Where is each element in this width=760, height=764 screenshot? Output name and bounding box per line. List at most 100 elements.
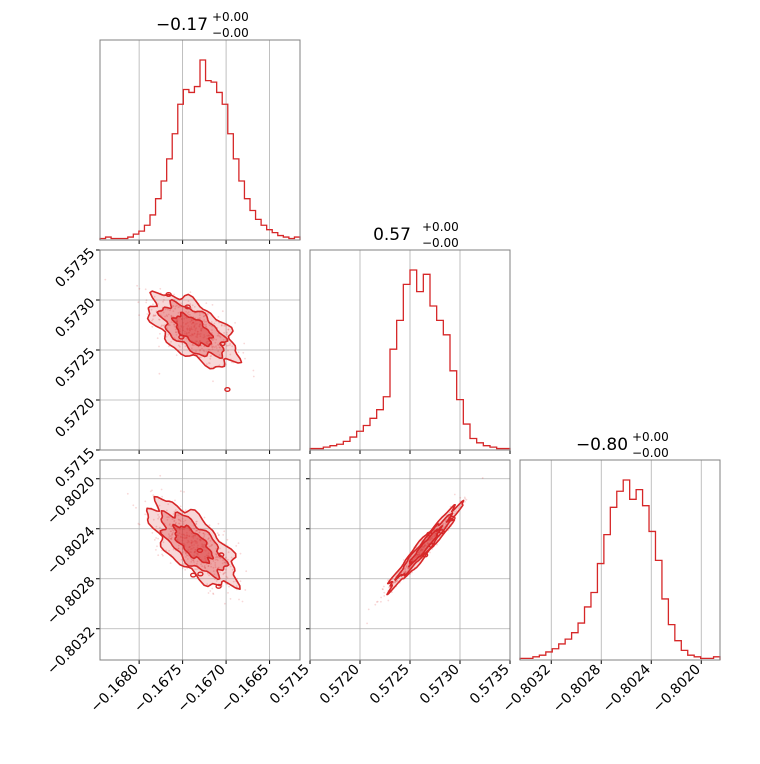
- scatter-0-2-point: [178, 532, 181, 535]
- scatter-0-1-point: [195, 335, 198, 338]
- scatter-0-1-point: [227, 328, 230, 331]
- scatter-0-1-point: [206, 340, 209, 343]
- scatter-0-1-point: [162, 324, 165, 327]
- scatter-0-2-point: [182, 520, 185, 523]
- scatter-0-2-point: [168, 524, 171, 526]
- scatter-1-2-point: [402, 571, 405, 574]
- scatter-0-2-point: [221, 585, 224, 587]
- scatter-0-2-point: [198, 531, 201, 534]
- scatter-0-2-point: [217, 534, 220, 536]
- scatter-0-2-point: [184, 568, 187, 571]
- scatter-0-1-point: [202, 315, 205, 318]
- scatter-1-2-point: [427, 542, 429, 544]
- scatter-0-2-point: [210, 565, 213, 568]
- scatter-0-1-point: [186, 332, 188, 335]
- scatter-0-1-point: [188, 327, 191, 330]
- scatter-0-2-point: [200, 563, 202, 566]
- scatter-0-2-point: [159, 526, 161, 529]
- scatter-0-2-point: [207, 565, 210, 567]
- scatter-0-2-point: [207, 554, 210, 557]
- scatter-0-1-point: [191, 322, 194, 324]
- scatter-0-2-point: [168, 528, 171, 530]
- scatter-0-2-point: [210, 545, 212, 547]
- scatter-0-2-point: [132, 504, 135, 507]
- scatter-0-1-point: [180, 318, 183, 320]
- scatter-0-2-point: [196, 542, 198, 545]
- scatter-0-2-point: [171, 518, 174, 520]
- scatter-0-1-point: [211, 346, 214, 348]
- scatter-0-2-point: [169, 537, 172, 540]
- scatter-0-2-point: [152, 494, 155, 497]
- scatter-0-1-point: [154, 314, 157, 317]
- scatter-0-1-point: [180, 324, 183, 327]
- scatter-0-1-point: [164, 315, 167, 318]
- scatter-1-2-point: [430, 537, 433, 540]
- scatter-0-1-point: [225, 363, 227, 366]
- scatter-0-2-point: [170, 538, 173, 541]
- ytick-label-2-2: −0.8024: [44, 524, 98, 578]
- scatter-1-2-point: [454, 511, 457, 513]
- scatter-1-2-point: [380, 600, 382, 603]
- scatter-1-2-contour-0: [386, 499, 465, 596]
- scatter-1-2-point: [382, 588, 384, 591]
- scatter-1-2-point: [445, 518, 447, 521]
- scatter-0-2-contour-1: [159, 510, 230, 581]
- scatter-0-2-point: [175, 521, 177, 524]
- scatter-0-2-point: [188, 546, 191, 549]
- xtick-label-2-1: −0.8028: [550, 662, 604, 716]
- scatter-0-1-point: [183, 317, 186, 320]
- scatter-0-2-point: [167, 503, 170, 506]
- scatter-0-1-point: [174, 305, 177, 308]
- scatter-0-1-point: [193, 325, 196, 328]
- scatter-0-2-frame: [99, 459, 301, 661]
- scatter-0-1-point: [193, 306, 196, 308]
- scatter-0-1-point: [200, 329, 202, 332]
- scatter-0-1-point: [153, 295, 156, 298]
- scatter-0-1-point: [164, 308, 167, 311]
- scatter-0-1-point: [196, 330, 199, 333]
- scatter-0-2-point: [206, 583, 209, 586]
- scatter-1-2-point: [383, 585, 385, 588]
- scatter-0-2-point: [189, 548, 192, 550]
- scatter-0-1-point: [196, 333, 199, 336]
- scatter-0-2-point: [192, 535, 195, 537]
- scatter-0-1-point: [207, 348, 210, 351]
- scatter-0-2-point: [191, 544, 193, 547]
- scatter-0-2-point: [174, 499, 176, 502]
- scatter-0-1-point: [227, 349, 229, 352]
- scatter-0-1-point: [203, 323, 206, 326]
- scatter-0-1-point: [156, 337, 159, 340]
- scatter-1-2-island: [449, 515, 456, 521]
- scatter-0-1-point: [196, 340, 198, 343]
- scatter-0-1-point: [176, 320, 179, 322]
- scatter-0-2-point: [177, 522, 180, 525]
- scatter-0-1-point: [205, 302, 208, 304]
- scatter-0-1-point: [198, 341, 200, 344]
- scatter-0-1-point: [186, 329, 189, 331]
- scatter-0-2-point: [171, 533, 174, 536]
- scatter-0-2-point: [195, 520, 198, 523]
- scatter-0-2-point: [183, 550, 185, 553]
- scatter-0-1-point: [174, 328, 177, 331]
- scatter-1-2-point: [393, 581, 395, 583]
- scatter-1-2-point: [405, 565, 408, 567]
- scatter-0-1-point: [191, 343, 194, 346]
- scatter-1-2-point: [419, 549, 422, 552]
- scatter-0-1-contour-0: [146, 290, 243, 370]
- scatter-0-1-point: [182, 329, 184, 331]
- scatter-0-1-point: [174, 307, 177, 310]
- scatter-0-2-point: [181, 536, 184, 539]
- scatter-1-2-point: [423, 545, 426, 547]
- scatter-0-1-point: [196, 334, 199, 337]
- scatter-0-2-point: [170, 525, 173, 528]
- scatter-0-1-point: [152, 303, 154, 306]
- scatter-0-1-point: [171, 305, 174, 308]
- scatter-0-1-point: [138, 287, 141, 290]
- scatter-1-2-point: [383, 591, 386, 594]
- scatter-0-2-contour-2: [172, 523, 215, 565]
- scatter-0-1-point: [227, 328, 230, 331]
- scatter-1-2-point: [367, 608, 370, 611]
- scatter-0-2-point: [182, 536, 184, 539]
- scatter-0-2-point: [173, 519, 176, 522]
